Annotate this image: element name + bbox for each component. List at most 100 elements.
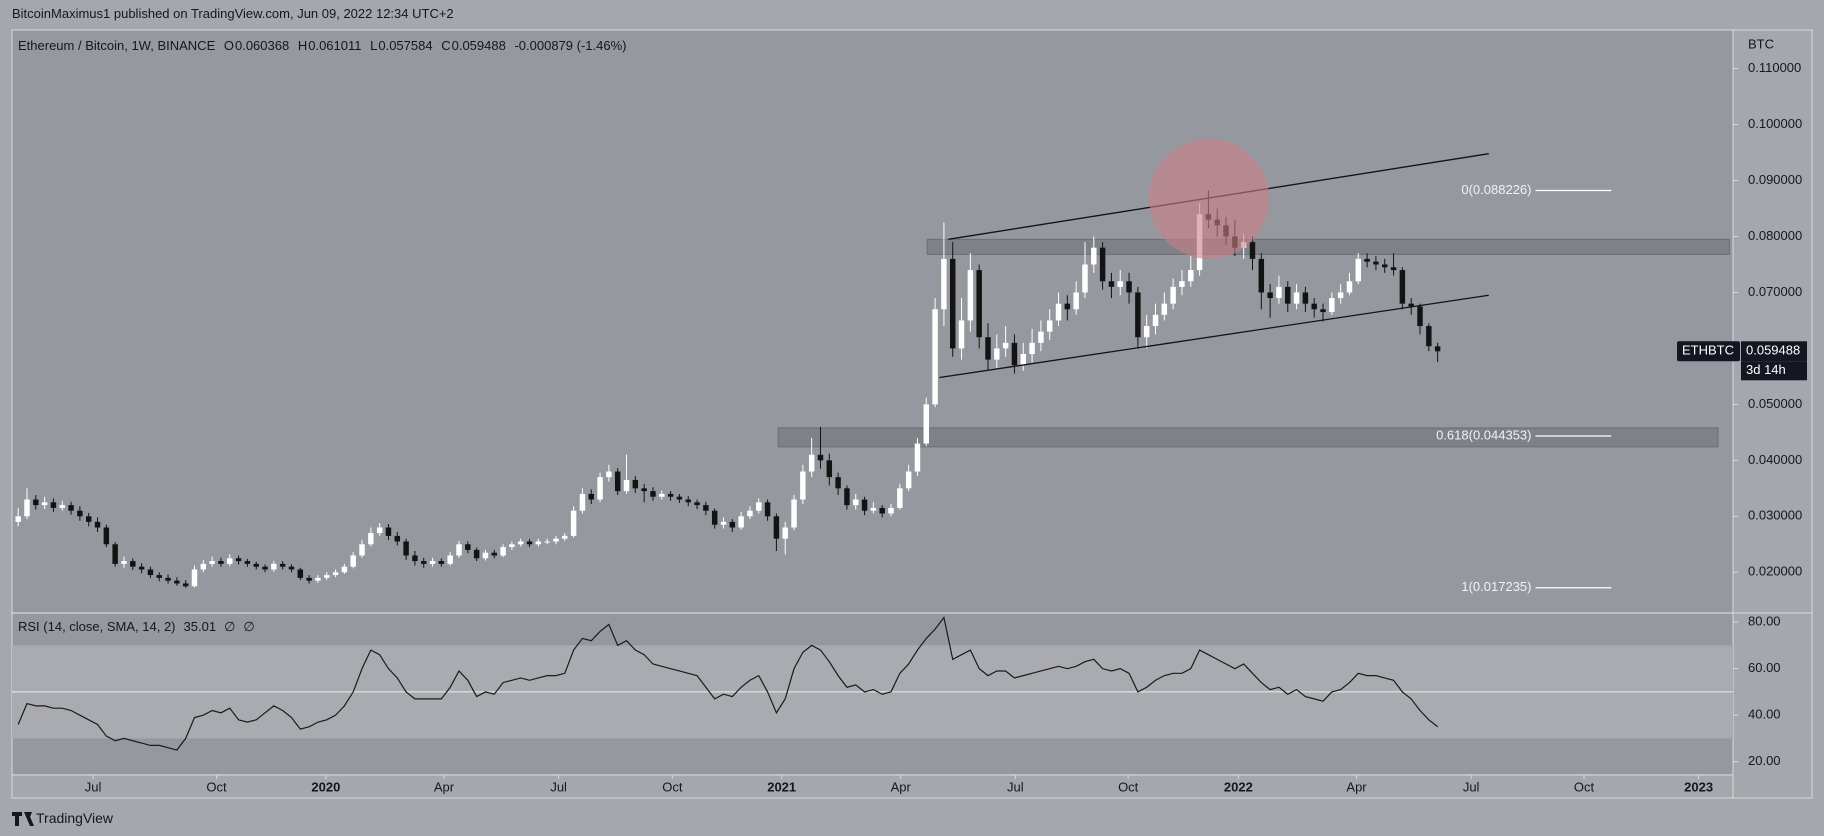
candle-body <box>209 561 215 564</box>
candle-body <box>1399 270 1406 304</box>
candle-body <box>1434 346 1441 352</box>
candle-body <box>288 566 295 570</box>
byline: BitcoinMaximus1 published on TradingView… <box>12 6 454 21</box>
candle-body <box>1126 281 1132 293</box>
candle-body <box>359 544 365 556</box>
x-tick-label: Oct <box>1574 779 1595 794</box>
candle-body <box>33 499 39 506</box>
rsi-legend: RSI (14, close, SMA, 14, 2) 35.01 ∅ ∅ <box>18 619 263 635</box>
candle-body <box>306 577 312 581</box>
candle-body <box>861 499 868 511</box>
candle-body <box>738 516 744 528</box>
candle-body <box>800 471 806 500</box>
candle-body <box>1064 303 1071 310</box>
candle-body <box>1417 306 1423 327</box>
candle-body <box>500 547 506 556</box>
candle-body <box>570 510 577 536</box>
candle-body <box>782 527 788 539</box>
x-tick-label: 2020 <box>311 779 340 794</box>
candle-body <box>967 270 974 321</box>
candle-body <box>932 309 938 405</box>
price-tag: ETHBTC 0.059488 3d 14h <box>1677 341 1807 381</box>
candle-body <box>1011 342 1018 366</box>
price-label: 0.059488 <box>1746 343 1800 358</box>
candle-body <box>667 493 674 497</box>
price-plot: 0(0.088226) 0.618(0.044353) 1(0.017235) <box>15 139 1730 594</box>
candle-body <box>1046 320 1053 332</box>
candle-body <box>1276 286 1282 299</box>
countdown-box <box>1741 361 1807 381</box>
rsi-plot <box>12 616 1733 751</box>
highlight-circle <box>1149 139 1270 260</box>
candle-body <box>958 320 965 349</box>
rsi-line <box>17 616 1439 751</box>
legend-title: Ethereum / Bitcoin, 1W, BINANCE <box>18 38 216 53</box>
ohlc-value: 0.061011 <box>308 38 362 53</box>
candle-body <box>949 258 956 349</box>
candle-body <box>1337 292 1344 299</box>
candle-body <box>1320 309 1326 313</box>
candle-body <box>403 541 409 556</box>
candle-body <box>676 496 683 500</box>
candle-body <box>121 561 127 564</box>
candle-body <box>535 541 542 545</box>
candle-body <box>297 569 304 578</box>
candle-body <box>473 549 480 559</box>
candle-body <box>1117 281 1123 287</box>
candle-body <box>1002 342 1009 349</box>
candle-body <box>1311 303 1317 310</box>
candle-body <box>826 460 833 478</box>
candle-body <box>914 443 921 472</box>
x-tick-label: 2021 <box>767 779 796 794</box>
rsi-value: 35.01 <box>183 619 217 634</box>
candle-body <box>1073 292 1079 310</box>
candle-body <box>756 502 762 511</box>
candle-body <box>853 499 859 506</box>
candle-body <box>156 575 162 578</box>
candle-body <box>253 563 259 567</box>
price-box <box>1741 341 1807 362</box>
candle-body <box>1029 342 1035 355</box>
fib-label: 0.618(0.044353) <box>1436 427 1531 442</box>
y-tick-label: 0.030000 <box>1748 508 1802 523</box>
y-tick-label: 0.070000 <box>1748 284 1802 299</box>
x-tick-label: 2023 <box>1684 779 1713 794</box>
y-tick-label: 0.080000 <box>1748 228 1802 243</box>
price-legend: Ethereum / Bitcoin, 1W, BINANCE O0.06036… <box>18 38 627 53</box>
candle-body <box>1293 292 1300 304</box>
candle-body <box>614 471 621 492</box>
rsi-title: RSI (14, close, SMA, 14, 2) <box>18 619 176 634</box>
candle-body <box>1135 292 1141 338</box>
candle-body <box>517 541 524 545</box>
x-tick-label: 2022 <box>1224 779 1253 794</box>
candle-body <box>421 561 427 564</box>
candle-body <box>994 348 1000 360</box>
candle-body <box>271 563 277 570</box>
candle-body <box>941 258 947 310</box>
change: -0.000879 (-1.46%) <box>514 38 627 53</box>
candle-body <box>764 502 771 517</box>
candle-body <box>491 552 498 556</box>
candle-body <box>103 527 110 545</box>
candle-body <box>650 491 656 497</box>
candle-body <box>1161 303 1168 315</box>
candle-body <box>791 499 797 528</box>
candle-body <box>808 454 815 472</box>
x-tick-label: Apr <box>891 779 912 794</box>
symbol-box <box>1677 341 1740 362</box>
candle-body <box>138 566 145 570</box>
candle-body <box>844 488 850 506</box>
rsi-y-tick-label: 40.00 <box>1748 707 1781 722</box>
candle-body <box>1099 247 1106 282</box>
y-tick-label: 0.110000 <box>1748 60 1801 75</box>
candle-body <box>368 533 374 545</box>
candle-body <box>1329 298 1335 313</box>
ohlc-letter: O <box>223 38 234 53</box>
price-axis-unit: BTC <box>1748 36 1774 51</box>
y-tick-label: 0.090000 <box>1748 172 1802 187</box>
logo-shape <box>12 812 34 826</box>
rsi-flag: ∅ <box>243 619 255 634</box>
candle-body <box>1355 258 1362 282</box>
candle-body <box>1188 270 1194 282</box>
